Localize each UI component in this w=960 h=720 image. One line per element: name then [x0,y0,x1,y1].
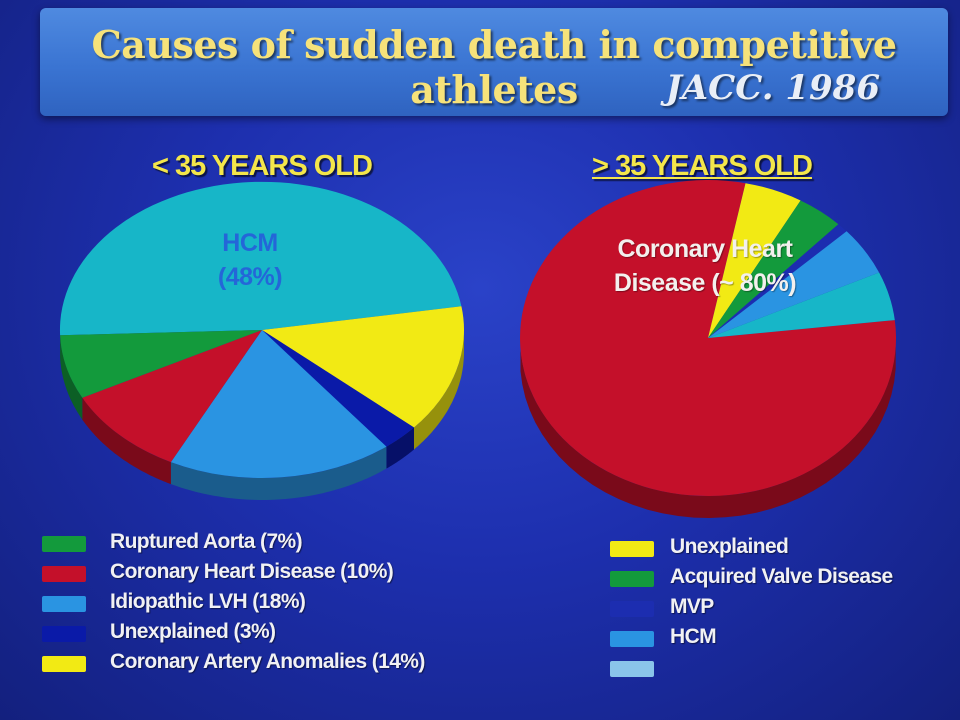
pie0-side-3 [170,446,387,500]
pie0-slice-ruptured-aorta [60,330,262,398]
slide-subtitle: JACC. 1986 [665,68,880,108]
right-pie-label-line-1: Coronary Heart [617,235,794,263]
left-pie-center-label: HCM (48%) [175,226,325,294]
legend-label: Idiopathic LVH (18%) [110,590,306,613]
legend-swatch [610,601,654,617]
pie1-slice-unexplained [708,183,801,338]
right-pie-label-line-2: Disease (~ 80%) [613,269,797,297]
pie-35-and-over [520,180,897,518]
right-pie-center-label: Coronary Heart Disease (~ 80%) [580,232,830,300]
legend-swatch [42,596,86,612]
pie0-slice-coronary-heart-disease [82,330,262,463]
right-pie-title: > 35 YEARS OLD [592,150,813,183]
right-pie-title-text: > 35 YEARS OLD [592,150,813,182]
legend-swatch [42,656,86,672]
legend-swatch [610,661,654,677]
legend-label: Acquired Valve Disease [670,565,893,588]
pie1-slice-hcm [708,231,880,338]
pie1-slice-acquired-valve-disease [708,200,839,338]
legend-label: MVP [670,595,714,618]
pie0-slice-unexplained [262,330,414,447]
pie0-side-1 [414,330,464,450]
pie0-slice-hcm [59,181,462,336]
legend-swatch [610,571,654,587]
legend-swatch [610,541,654,557]
legend-label: HCM [670,625,717,648]
left-pie-label-line-2: (48%) [217,263,283,291]
pie0-slice-idiopathic-lvh [170,330,387,479]
left-pie-label-line-1: HCM [222,229,278,257]
pie1-slice-coronary-heart-disease [520,180,897,497]
slide-title: Causes of sudden death in competitive at… [91,22,897,112]
pie0-side-4 [82,397,171,485]
legend-swatch [610,631,654,647]
legend-label: Coronary Artery Anomalies (14%) [110,650,425,673]
title-banner: Causes of sudden death in competitive at… [40,8,948,116]
legend-label: Ruptured Aorta (7%) [110,530,303,553]
pie0-side-2 [386,427,414,469]
pie0-side-5 [60,335,83,420]
legend-swatch [42,536,86,552]
pie1-side-0 [520,346,896,518]
pie1-slice-mvp [708,224,847,338]
pie-under-35 [59,181,465,500]
legend-swatch [42,626,86,642]
left-pie-title: < 35 YEARS OLD [152,150,373,182]
pie0-slice-coronary-artery-anomalies [262,306,465,428]
pie1-slice-unlabeled [708,272,895,338]
legend-label: Unexplained (3%) [110,620,276,643]
legend-label: Coronary Heart Disease (10%) [110,560,394,583]
legend-label: Unexplained [670,535,789,558]
legend-swatch [42,566,86,582]
